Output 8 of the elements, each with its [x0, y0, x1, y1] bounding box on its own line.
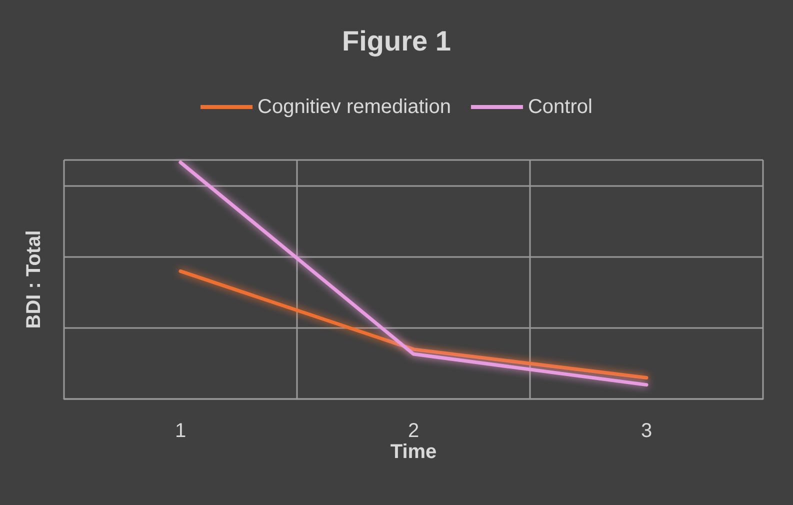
chart-title: Figure 1	[342, 26, 451, 56]
x-axis-title: Time	[390, 440, 437, 463]
y-axis-title: BDI : Total	[23, 230, 45, 329]
x-tick-label: 1	[174, 420, 186, 442]
legend-label: Cognitiev remediation	[258, 96, 451, 118]
x-tick-label: 3	[640, 420, 652, 442]
legend-label: Control	[528, 96, 592, 118]
x-tick-label: 2	[408, 420, 420, 442]
